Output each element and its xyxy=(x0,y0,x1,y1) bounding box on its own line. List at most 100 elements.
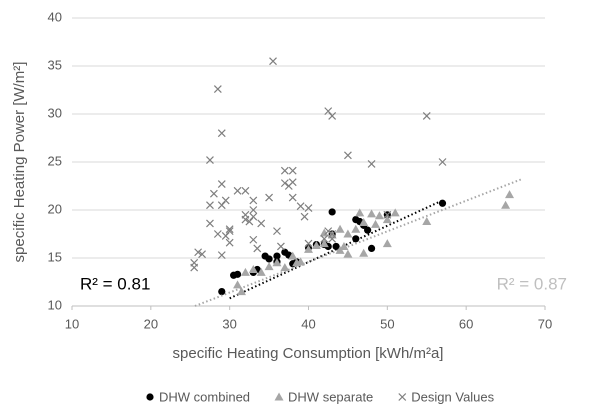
point xyxy=(272,258,282,267)
point xyxy=(225,227,234,236)
point xyxy=(343,249,353,258)
y-tick-label: 25 xyxy=(48,153,62,168)
point xyxy=(221,231,230,240)
point xyxy=(280,179,289,188)
point xyxy=(422,217,432,226)
y-tick-label: 35 xyxy=(48,57,62,72)
x-tick-label: 30 xyxy=(222,316,236,331)
point xyxy=(288,178,297,187)
point xyxy=(324,107,333,116)
y-tick-label: 10 xyxy=(48,297,62,312)
point xyxy=(300,212,309,221)
point xyxy=(335,224,345,233)
point xyxy=(438,158,447,166)
point xyxy=(296,257,306,266)
point xyxy=(371,219,381,228)
point xyxy=(233,186,242,195)
point xyxy=(319,239,329,248)
x-tick-label: 20 xyxy=(144,316,158,331)
point xyxy=(233,270,242,278)
point xyxy=(276,242,285,251)
point xyxy=(249,212,258,221)
point xyxy=(383,210,392,219)
point xyxy=(245,217,254,226)
point xyxy=(288,193,297,202)
point xyxy=(213,230,222,238)
point xyxy=(213,85,222,93)
y-tick-label: 30 xyxy=(48,105,62,120)
point xyxy=(374,211,384,220)
point xyxy=(249,206,258,214)
point xyxy=(355,208,365,217)
point xyxy=(339,241,349,250)
point xyxy=(304,204,313,213)
point xyxy=(206,201,214,210)
point xyxy=(359,217,369,226)
legend-marker xyxy=(274,392,284,401)
point xyxy=(248,265,258,274)
point xyxy=(328,111,337,120)
legend: DHW combined DHW separate Design Values xyxy=(159,389,495,404)
trendline xyxy=(194,178,522,307)
point xyxy=(249,196,258,205)
y-tick-label: 20 xyxy=(48,201,62,216)
legend-label: DHW combined xyxy=(159,389,250,404)
point xyxy=(209,189,218,198)
point xyxy=(206,156,214,165)
y-tick-label: 15 xyxy=(48,249,62,264)
point xyxy=(359,248,369,257)
point xyxy=(311,241,321,250)
point xyxy=(218,288,226,296)
point xyxy=(253,244,262,253)
x-tick-label: 60 xyxy=(459,316,473,331)
point xyxy=(269,57,277,66)
point xyxy=(343,151,352,160)
point xyxy=(304,244,313,253)
point xyxy=(241,186,250,195)
point xyxy=(221,196,230,205)
x-tick-label: 50 xyxy=(380,316,394,331)
point xyxy=(256,267,266,276)
point xyxy=(217,129,226,138)
point xyxy=(198,250,206,259)
point xyxy=(324,227,333,236)
legend-marker xyxy=(146,393,154,401)
point xyxy=(367,209,377,218)
point xyxy=(319,228,329,237)
x-tick-label: 40 xyxy=(301,316,315,331)
point xyxy=(273,227,281,236)
point xyxy=(288,166,297,175)
point xyxy=(273,252,281,260)
x-tick-label: 10 xyxy=(65,316,79,331)
point xyxy=(328,230,337,238)
point xyxy=(367,159,376,168)
point xyxy=(280,263,290,272)
point xyxy=(190,258,199,267)
point xyxy=(249,235,258,244)
point xyxy=(240,267,250,276)
point xyxy=(225,225,234,234)
point xyxy=(217,201,226,210)
point xyxy=(328,208,336,216)
point xyxy=(233,280,243,289)
point xyxy=(382,215,392,224)
point xyxy=(501,200,511,209)
annotation: R² = 0.81 xyxy=(80,274,150,293)
point xyxy=(320,234,329,243)
x-axis-label: specific Heating Consumption [kWh/m²a] xyxy=(173,345,444,362)
point xyxy=(364,226,372,234)
point xyxy=(217,251,226,260)
point xyxy=(343,229,353,238)
point xyxy=(217,180,226,189)
point xyxy=(390,208,400,217)
legend-label: Design Values xyxy=(411,389,494,404)
point xyxy=(422,111,431,120)
legend-marker xyxy=(398,393,407,401)
point xyxy=(296,202,305,211)
point xyxy=(264,262,274,271)
point xyxy=(206,219,214,228)
y-tick-label: 40 xyxy=(48,9,62,24)
point xyxy=(265,193,274,202)
point xyxy=(241,215,250,224)
